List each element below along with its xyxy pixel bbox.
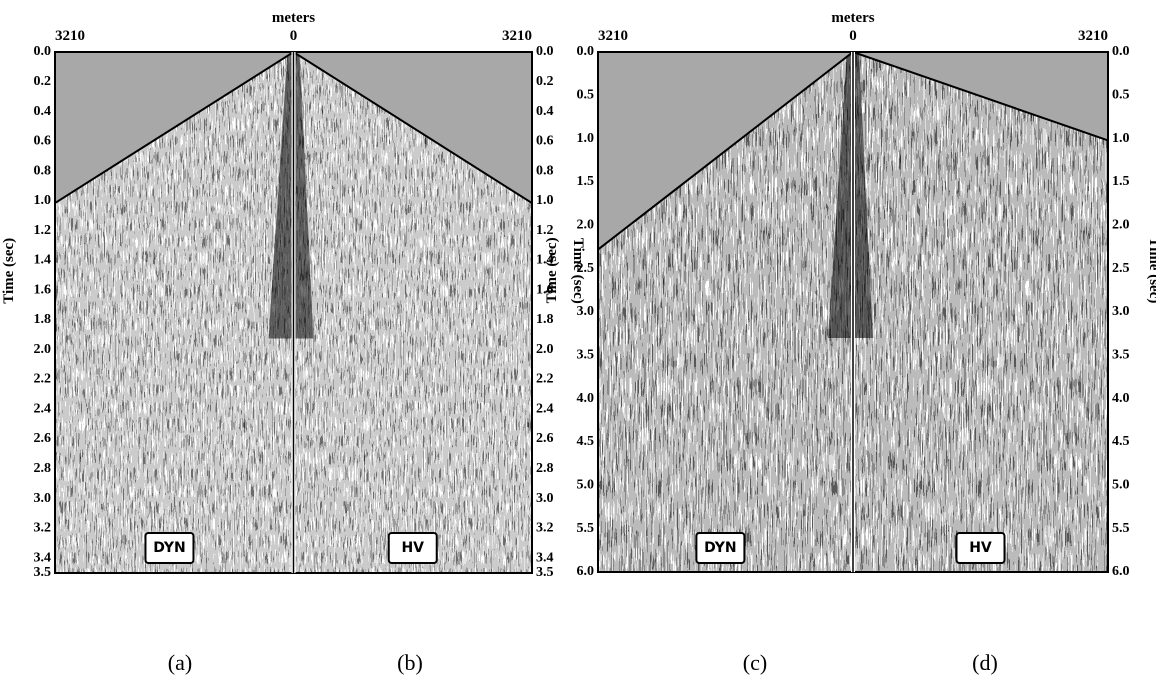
- y-tick-label: 5.5: [577, 521, 595, 536]
- x-label: 3210: [1078, 28, 1108, 44]
- y-tick-label: 6.0: [577, 564, 595, 579]
- x-label: 3210: [55, 28, 85, 44]
- y-tick-label: 3.2: [536, 521, 554, 536]
- y-tick-label: 3.0: [34, 491, 52, 506]
- caption: (a): [168, 650, 192, 675]
- x-title: meters: [272, 10, 315, 26]
- x-title: meters: [831, 10, 874, 26]
- energy-fan: [268, 52, 314, 339]
- y-tick-label: 5.0: [577, 478, 595, 493]
- y-tick-label: 2.5: [1112, 261, 1130, 276]
- y-tick-label: 0.4: [34, 104, 52, 119]
- y-tick-label: 2.6: [34, 431, 52, 446]
- caption: (d): [972, 650, 998, 675]
- y-tick-label: 1.6: [536, 282, 554, 297]
- x-label: 0: [849, 28, 857, 44]
- y-tick-label: 1.4: [536, 253, 554, 268]
- y-title: Time (sec): [544, 237, 560, 303]
- y-tick-label: 3.0: [577, 304, 595, 319]
- y-tick-label: 1.0: [1112, 131, 1130, 146]
- y-tick-label: 3.5: [536, 565, 554, 580]
- y-tick-label: 3.0: [536, 491, 554, 506]
- y-tick-label: 1.6: [34, 282, 52, 297]
- y-tick-label: 1.2: [536, 223, 554, 238]
- y-title: Time (sec): [1, 238, 17, 304]
- tag: DYN: [153, 540, 185, 556]
- y-tick-label: 1.0: [577, 131, 595, 146]
- y-tick-label: 5.5: [1112, 521, 1130, 536]
- y-tick-label: 0.2: [536, 74, 554, 89]
- y-title: Time (sec): [1146, 237, 1156, 303]
- tag-box: [695, 532, 746, 564]
- tag-box: [144, 532, 195, 564]
- y-tick-label: 0.0: [34, 44, 52, 59]
- y-tick-label: 2.4: [34, 401, 52, 416]
- y-tick-label: 0.6: [536, 134, 554, 149]
- y-tick-label: 3.2: [34, 521, 52, 536]
- y-tick-label: 0.4: [536, 104, 554, 119]
- y-tick-label: 0.0: [577, 44, 595, 59]
- y-tick-label: 1.8: [34, 312, 52, 327]
- y-tick-label: 1.0: [34, 193, 52, 208]
- y-tick-label: 2.2: [536, 372, 554, 387]
- tag: DYN: [704, 540, 736, 556]
- y-tick-label: 3.4: [34, 550, 52, 565]
- y-tick-label: 6.0: [1112, 564, 1130, 579]
- y-tick-label: 2.2: [34, 372, 52, 387]
- y-tick-label: 1.8: [536, 312, 554, 327]
- y-tick-label: 0.0: [1112, 44, 1130, 59]
- caption: (b): [397, 650, 423, 675]
- y-tick-label: 2.6: [536, 431, 554, 446]
- y-tick-label: 0.2: [34, 74, 52, 89]
- y-tick-label: 5.0: [1112, 478, 1130, 493]
- tag-box: [955, 532, 1006, 564]
- y-tick-label: 4.5: [577, 434, 595, 449]
- y-tick-label: 2.5: [577, 261, 595, 276]
- x-label: 3210: [598, 28, 628, 44]
- y-tick-label: 0.0: [536, 44, 554, 59]
- y-tick-label: 3.5: [577, 348, 595, 363]
- y-tick-label: 0.6: [34, 134, 52, 149]
- y-tick-label: 1.5: [1112, 174, 1130, 189]
- y-tick-label: 2.8: [34, 461, 52, 476]
- y-tick-label: 1.5: [577, 174, 595, 189]
- y-tick-label: 0.8: [536, 163, 554, 178]
- tag: HV: [401, 540, 424, 556]
- y-tick-label: 1.2: [34, 223, 52, 238]
- y-tick-label: 3.4: [536, 550, 554, 565]
- tag-box: [387, 532, 438, 564]
- y-tick-label: 0.5: [1112, 88, 1130, 103]
- y-tick-label: 3.5: [1112, 348, 1130, 363]
- caption: (c): [743, 650, 767, 675]
- x-label: 3210: [502, 28, 532, 44]
- y-tick-label: 1.0: [536, 193, 554, 208]
- y-tick-label: 3.5: [34, 565, 52, 580]
- y-tick-label: 3.0: [1112, 304, 1130, 319]
- y-tick-label: 4.0: [1112, 391, 1130, 406]
- y-tick-label: 4.0: [577, 391, 595, 406]
- y-tick-label: 0.8: [34, 163, 52, 178]
- y-tick-label: 4.5: [1112, 434, 1130, 449]
- y-tick-label: 2.0: [577, 218, 595, 233]
- y-tick-label: 2.8: [536, 461, 554, 476]
- x-label: 0: [290, 28, 298, 44]
- y-tick-label: 1.4: [34, 253, 52, 268]
- tag: HV: [969, 540, 992, 556]
- energy-fan: [828, 52, 873, 338]
- y-tick-label: 2.0: [34, 342, 52, 357]
- y-tick-label: 2.0: [1112, 218, 1130, 233]
- y-tick-label: 2.0: [536, 342, 554, 357]
- y-tick-label: 0.5: [577, 88, 595, 103]
- y-tick-label: 2.4: [536, 401, 554, 416]
- y-title: Time (sec): [570, 238, 586, 304]
